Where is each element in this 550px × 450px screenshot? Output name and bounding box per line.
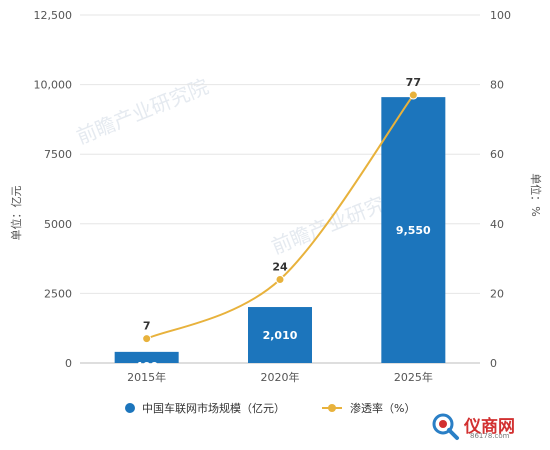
- line-point-0: [142, 334, 152, 344]
- right-tick-5: 100: [490, 9, 511, 22]
- x-tick-0: 2015年: [127, 370, 166, 384]
- left-tick-5: 12,500: [34, 9, 73, 22]
- x-tick-2: 2025年: [394, 370, 433, 384]
- bar-series: 400 2,010 9,550: [114, 97, 446, 373]
- left-tick-4: 10,000: [34, 79, 73, 92]
- legend-label-1: 渗透率（%）: [350, 401, 415, 415]
- line-label-1: 24: [272, 260, 288, 273]
- right-tick-1: 20: [490, 287, 504, 300]
- right-tick-4: 80: [490, 79, 504, 92]
- right-tick-0: 0: [490, 357, 497, 370]
- right-tick-3: 60: [490, 148, 504, 161]
- legend-label-0: 中国车联网市场规模（亿元）: [142, 401, 285, 415]
- right-tick-2: 40: [490, 218, 504, 231]
- bar-1: [248, 307, 312, 363]
- line-series: 7 24 77: [142, 76, 421, 344]
- bar-2: [381, 97, 446, 364]
- legend-marker-1: [328, 404, 336, 412]
- line-path: [146, 94, 415, 340]
- line-point-1: [275, 274, 285, 284]
- left-tick-3: 7500: [44, 148, 72, 161]
- legend: 中国车联网市场规模（亿元） 渗透率（%）: [125, 401, 415, 415]
- x-tick-1: 2020年: [261, 370, 300, 384]
- right-axis-title: 单位：%: [529, 173, 543, 216]
- left-axis-title: 单位：亿元: [9, 186, 23, 241]
- bar-0: [114, 351, 179, 363]
- line-label-0: 7: [143, 320, 151, 333]
- logo-sub: 86178.com: [470, 432, 510, 440]
- left-tick-1: 2500: [44, 287, 72, 300]
- left-axis-ticks: 0 2500 5000 7500 10,000 12,500: [34, 9, 73, 370]
- x-axis-ticks: 2015年 2020年 2025年: [127, 370, 433, 384]
- bar-label-0: 400: [135, 360, 158, 373]
- right-axis-ticks: 0 20 40 60 80 100: [490, 9, 511, 370]
- left-tick-0: 0: [65, 357, 72, 370]
- logo-name: 仪商网: [464, 417, 515, 437]
- line-point-2: [408, 90, 418, 100]
- magnifier-icon: [432, 413, 459, 440]
- site-logo: 仪商网 86178.com: [430, 410, 540, 444]
- bar-label-1: 2,010: [263, 329, 298, 342]
- watermark-text-0: 前瞻产业研究院: [73, 74, 212, 149]
- legend-marker-0: [125, 403, 135, 413]
- line-label-2: 77: [406, 76, 421, 89]
- left-tick-2: 5000: [44, 218, 72, 231]
- bar-label-2: 9,550: [396, 224, 431, 237]
